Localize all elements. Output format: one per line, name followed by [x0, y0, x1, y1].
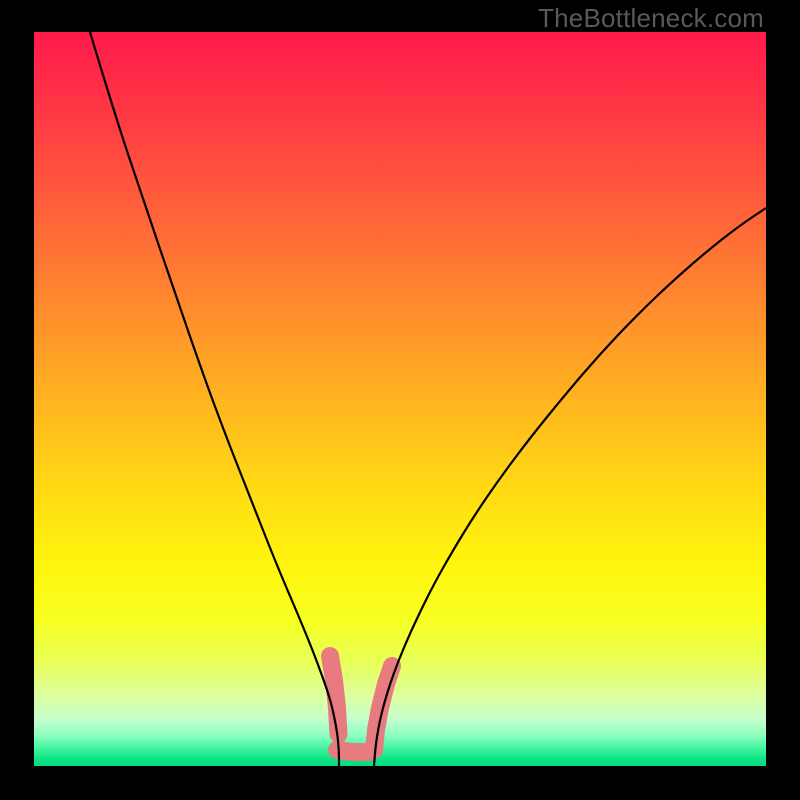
curve-left — [90, 32, 339, 766]
plot-area — [34, 32, 766, 766]
chart-curves — [34, 32, 766, 766]
watermark-text: TheBottleneck.com — [538, 3, 764, 34]
curve-right — [374, 208, 766, 766]
marker-overlay — [330, 656, 392, 752]
